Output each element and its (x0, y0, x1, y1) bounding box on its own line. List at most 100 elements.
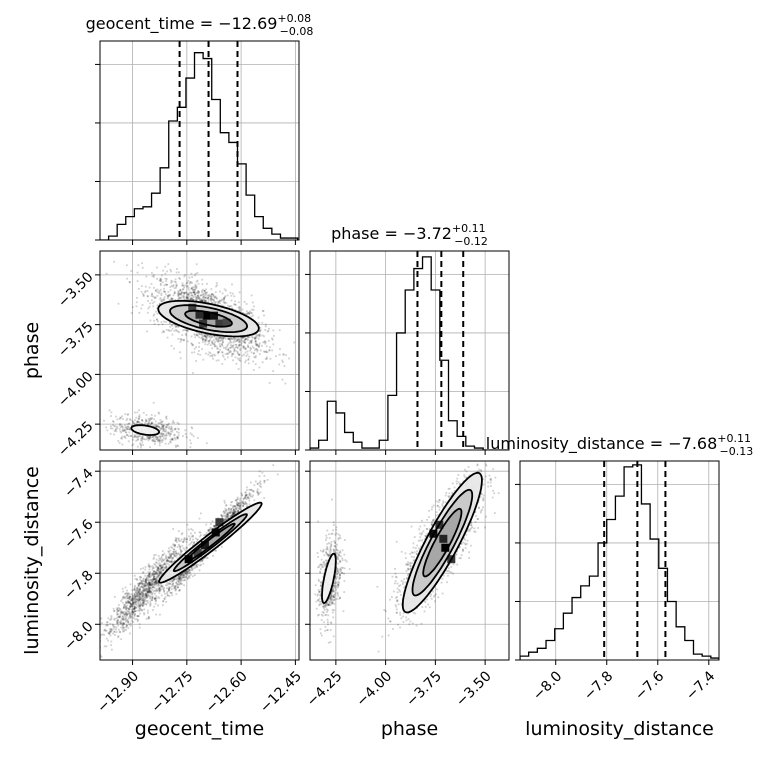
sample-point (130, 435, 132, 437)
sample-point (162, 569, 165, 572)
sample-point (146, 574, 149, 577)
sample-point (151, 422, 154, 425)
sample-point (169, 439, 172, 441)
sample-point (153, 578, 156, 581)
sample-point (201, 559, 204, 562)
sample-point (176, 577, 179, 580)
sample-point (137, 418, 140, 420)
sample-point (258, 481, 261, 484)
sample-point (127, 627, 130, 629)
sample-point (122, 630, 124, 633)
sample-point (163, 284, 166, 287)
sample-point (272, 370, 275, 372)
sample-point (195, 286, 198, 289)
sample-point (187, 280, 190, 282)
sample-point (248, 312, 251, 315)
sample-point (146, 583, 149, 585)
sample-point (118, 418, 121, 420)
sample-point (142, 294, 145, 297)
sample-point (194, 293, 196, 296)
sample-point (136, 421, 139, 423)
sample-point (165, 437, 167, 440)
sample-point (189, 291, 192, 294)
sample-point (158, 588, 160, 591)
sample-point (171, 437, 174, 440)
sample-point (143, 595, 146, 598)
sample-point (141, 266, 144, 269)
sample-point (188, 574, 191, 577)
sample-point (160, 278, 163, 281)
sample-point (126, 607, 129, 610)
sample-point (141, 435, 144, 438)
sample-point (210, 293, 213, 296)
sample-point (172, 285, 175, 288)
sample-point (200, 534, 202, 536)
sample-point (201, 348, 203, 350)
sample-point (146, 423, 149, 425)
sample-point (159, 436, 162, 439)
sample-point (124, 413, 127, 416)
sample-point (248, 497, 250, 500)
sample-point (173, 548, 176, 551)
sample-point (246, 312, 248, 315)
sample-point (162, 424, 165, 427)
sample-point (171, 324, 174, 327)
sample-point (165, 293, 167, 296)
sample-point (140, 437, 143, 440)
sample-point (190, 292, 193, 295)
sample-point (182, 547, 185, 550)
sample-point (163, 563, 165, 566)
sample-point (148, 586, 151, 589)
sample-point (130, 608, 133, 611)
sample-point (155, 613, 158, 616)
sample-point (154, 241, 156, 243)
sample-point (224, 353, 227, 356)
sample-point (120, 431, 123, 434)
sample-point (255, 336, 258, 339)
sample-point (175, 581, 178, 584)
sample-point (191, 286, 194, 289)
sample-point (137, 615, 139, 618)
sample-point (222, 305, 225, 308)
sample-point (242, 504, 245, 507)
sample-point (155, 579, 158, 582)
sample-point (151, 588, 154, 591)
sample-point (174, 281, 177, 283)
sample-point (271, 338, 274, 341)
sample-point (173, 280, 176, 283)
sample-point (181, 291, 184, 294)
sample-point (168, 425, 171, 428)
sample-point (224, 509, 227, 512)
sample-point (150, 591, 152, 593)
sample-point (139, 586, 142, 589)
sample-point (159, 571, 162, 574)
sample-point (132, 610, 135, 613)
sample-point (213, 525, 216, 527)
sample-point (256, 334, 259, 337)
sample-point (206, 335, 209, 338)
sample-point (144, 420, 147, 423)
sample-point (168, 561, 170, 563)
sample-point (176, 430, 178, 433)
sample-point (224, 510, 227, 513)
sample-point (163, 298, 166, 300)
sample-point (142, 411, 145, 414)
sample-point (267, 330, 270, 332)
sample-point (250, 315, 253, 318)
sample-point (132, 598, 135, 601)
sample-point (146, 596, 149, 599)
sample-point (166, 424, 169, 426)
sample-point (132, 610, 135, 613)
sample-point (230, 337, 233, 340)
sample-point (248, 355, 251, 358)
sample-point (190, 281, 192, 284)
sample-point (166, 558, 169, 561)
sample-point (142, 603, 145, 606)
sample-point (171, 421, 174, 424)
sample-point (155, 582, 157, 584)
sample-point (157, 555, 160, 557)
sample-point (179, 540, 182, 543)
sample-point (234, 512, 237, 515)
sample-point (205, 288, 207, 291)
sample-point (272, 464, 275, 467)
